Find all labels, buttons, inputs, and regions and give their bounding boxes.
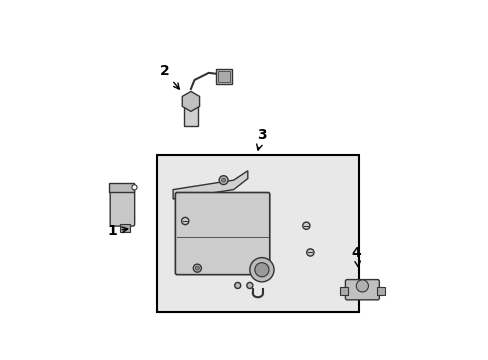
FancyBboxPatch shape	[345, 280, 379, 300]
Text: 3: 3	[256, 128, 266, 150]
FancyBboxPatch shape	[157, 155, 358, 312]
Circle shape	[181, 217, 188, 225]
Bar	[376, 287, 384, 295]
Circle shape	[132, 185, 137, 190]
Circle shape	[234, 283, 240, 288]
Circle shape	[249, 258, 273, 282]
Polygon shape	[173, 171, 247, 199]
Bar	[216, 69, 231, 84]
Circle shape	[246, 283, 252, 288]
Circle shape	[254, 263, 268, 277]
Bar	[120, 224, 129, 232]
FancyBboxPatch shape	[175, 193, 269, 275]
Circle shape	[195, 266, 199, 270]
Circle shape	[221, 178, 225, 182]
Circle shape	[193, 264, 201, 272]
Circle shape	[302, 222, 309, 229]
Bar	[108, 183, 134, 192]
Text: 2: 2	[159, 64, 179, 89]
FancyBboxPatch shape	[110, 190, 134, 226]
Circle shape	[356, 280, 367, 292]
Circle shape	[306, 249, 313, 256]
Bar	[217, 71, 230, 82]
Text: 4: 4	[351, 246, 361, 267]
Bar	[183, 105, 198, 126]
Text: 1: 1	[107, 224, 127, 238]
Circle shape	[219, 176, 227, 185]
Bar	[339, 287, 347, 295]
